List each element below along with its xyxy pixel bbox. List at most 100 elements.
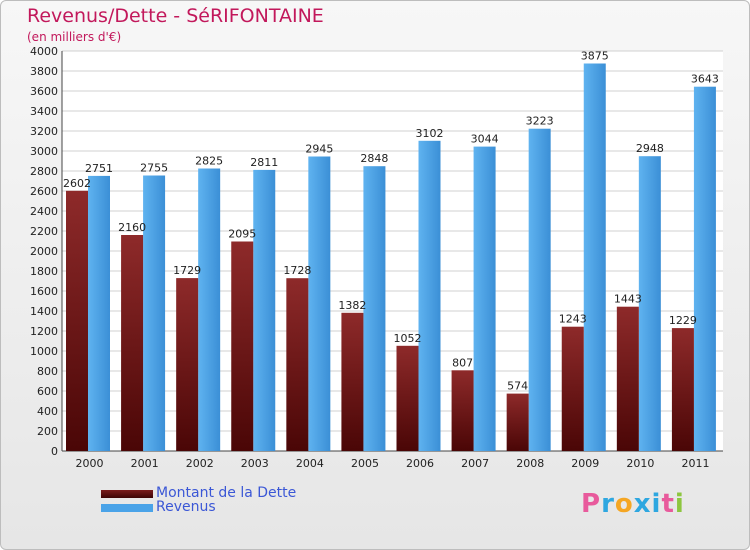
bar-debt: [561, 326, 584, 451]
data-label-revenue: 3102: [416, 127, 444, 140]
legend-label-revenue: Revenus: [156, 499, 216, 515]
x-tick-label: 2003: [241, 457, 269, 470]
x-tick-label: 2011: [681, 457, 709, 470]
y-tick-label: 3400: [30, 105, 58, 118]
y-tick-label: 1600: [30, 285, 58, 298]
x-tick-label: 2008: [516, 457, 544, 470]
data-label-debt: 1243: [559, 313, 587, 326]
y-tick-label: 3800: [30, 65, 58, 78]
bar-layer: [66, 63, 716, 452]
data-label-revenue: 2948: [636, 142, 664, 155]
data-label-debt: 1229: [669, 314, 697, 327]
data-label-revenue: 3875: [581, 50, 609, 63]
logo-letter: i: [674, 489, 685, 519]
proxiti-logo: Proxiti: [581, 489, 685, 519]
y-tick-label: 800: [37, 365, 58, 378]
data-label-revenue: 2755: [140, 162, 168, 175]
data-label-debt: 1728: [283, 264, 311, 277]
bar-revenue: [88, 175, 110, 451]
bar-revenue: [198, 168, 221, 451]
y-tick-label: 1800: [30, 265, 58, 278]
x-tick-label: 2010: [626, 457, 654, 470]
data-label-debt: 807: [452, 356, 473, 369]
y-tick-label: 200: [37, 425, 58, 438]
x-tick-label: 2007: [461, 457, 489, 470]
y-tick-label: 1000: [30, 345, 58, 358]
bar-debt: [341, 312, 364, 451]
y-tick-label: 2600: [30, 185, 58, 198]
y-tick-label: 4000: [30, 45, 58, 58]
bar-debt: [176, 278, 199, 451]
bar-debt: [671, 328, 694, 451]
legend-swatch-debt: [101, 490, 153, 498]
label-layer: 0 200 400 600 800 1000 1200 1400 1600 1800 2000 220…: [30, 45, 719, 470]
data-label-revenue: 2848: [360, 152, 388, 165]
bar-revenue: [418, 140, 441, 452]
data-label-debt: 2160: [118, 221, 146, 234]
data-label-revenue: 2945: [305, 143, 333, 156]
y-tick-label: 3600: [30, 85, 58, 98]
data-label-debt: 2095: [228, 228, 256, 241]
data-label-debt: 574: [507, 380, 528, 393]
y-tick-label: 2200: [30, 225, 58, 238]
logo-letter: i: [651, 489, 662, 519]
y-tick-label: 2800: [30, 165, 58, 178]
x-tick-label: 2002: [186, 457, 214, 470]
data-label-revenue: 3044: [471, 133, 499, 146]
bar-revenue: [693, 86, 716, 451]
y-tick-label: 1400: [30, 305, 58, 318]
logo-letter: r: [601, 489, 615, 519]
x-tick-label: 2000: [76, 457, 104, 470]
x-tick-label: 2005: [351, 457, 379, 470]
bar-debt: [286, 278, 309, 451]
x-tick-label: 2001: [131, 457, 159, 470]
legend-label-debt: Montant de la Dette: [156, 485, 297, 501]
bar-debt: [121, 235, 144, 451]
chart-title: Revenus/Dette - SéRIFONTAINE: [27, 5, 324, 27]
bar-revenue: [638, 156, 661, 451]
y-tick-label: 2000: [30, 245, 58, 258]
bar-debt: [66, 190, 88, 452]
data-label-debt: 1382: [338, 299, 366, 312]
bar-revenue: [583, 63, 606, 451]
y-tick-label: 0: [51, 445, 58, 458]
data-label-revenue: 3223: [526, 115, 554, 128]
bar-debt: [231, 241, 254, 451]
bar-revenue: [528, 128, 551, 451]
bar-revenue: [308, 156, 331, 451]
bar-revenue: [363, 166, 386, 451]
x-tick-label: 2006: [406, 457, 434, 470]
x-tick-label: 2004: [296, 457, 324, 470]
bar-debt: [616, 306, 639, 451]
y-tick-label: 1200: [30, 325, 58, 338]
y-tick-label: 2400: [30, 205, 58, 218]
logo-letter: x: [633, 489, 652, 519]
logo-letter: P: [581, 489, 602, 519]
y-tick-label: 600: [37, 385, 58, 398]
bar-revenue: [473, 146, 496, 451]
y-tick-label: 3000: [30, 145, 58, 158]
data-label-revenue: 2811: [250, 156, 278, 169]
data-label-debt: 2602: [63, 177, 91, 190]
chart-subtitle: (en milliers d'€): [27, 30, 122, 44]
bar-debt: [396, 345, 419, 451]
bar-debt: [506, 393, 529, 451]
x-tick-label: 2009: [571, 457, 599, 470]
bar-revenue: [143, 175, 166, 451]
bar-revenue: [253, 169, 276, 451]
data-label-revenue: 2751: [85, 162, 113, 175]
logo-letter: t: [661, 489, 675, 519]
legend-swatch-revenue: [101, 504, 153, 512]
data-label-debt: 1052: [394, 332, 422, 345]
logo-letter: o: [614, 489, 634, 519]
bar-debt: [451, 370, 474, 451]
grid-layer: [61, 50, 723, 452]
y-tick-label: 400: [37, 405, 58, 418]
data-label-debt: 1443: [614, 293, 642, 306]
data-label-debt: 1729: [173, 264, 201, 277]
y-tick-label: 3200: [30, 125, 58, 138]
data-label-revenue: 2825: [195, 155, 223, 168]
data-label-revenue: 3643: [691, 73, 719, 86]
